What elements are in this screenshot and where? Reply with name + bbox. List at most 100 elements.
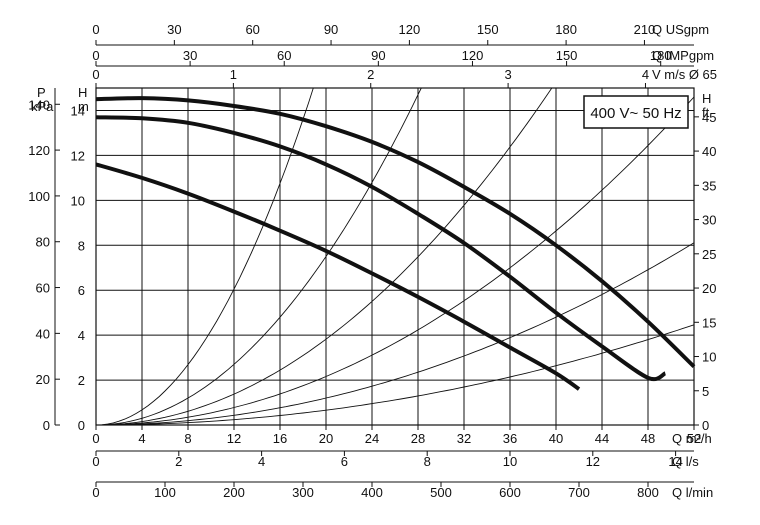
legend-text: 400 V~ 50 Hz <box>590 105 681 122</box>
x-main-tick-label: 36 <box>503 431 517 446</box>
axes: 0 4 8 12 16 20 24 28 32 36 40 44 48 52024681012140204… <box>28 22 716 500</box>
y-pressure-tick-label: 40 <box>36 326 50 341</box>
y-pressure-tick-label: 120 <box>28 143 50 158</box>
y-right-tick-label: 0 <box>702 418 709 433</box>
y-right-tick-label: 10 <box>702 350 716 365</box>
y-pressure-axis-unit: kPa <box>31 99 54 114</box>
x-main-tick-label: 32 <box>457 431 471 446</box>
pump-curves <box>95 96 696 391</box>
system-curves <box>95 87 695 426</box>
plot-frame <box>95 87 695 426</box>
tick-label-usgpm: 210 <box>634 22 656 37</box>
y-main-tick-label: 8 <box>78 238 85 253</box>
top-axis-impgpm-label: Q IMPgpm <box>652 48 714 63</box>
tick-label-ls: 6 <box>341 454 348 469</box>
tick-label-ls: 10 <box>503 454 517 469</box>
tick-label-ls: 2 <box>175 454 182 469</box>
y-right-axis-label: H <box>702 91 711 106</box>
tick-label-ls: 12 <box>586 454 600 469</box>
tick-label-usgpm: 0 <box>92 22 99 37</box>
y-right-tick-label: 25 <box>702 247 716 262</box>
y-right-tick-label: 35 <box>702 178 716 193</box>
x-main-tick-label: 16 <box>273 431 287 446</box>
tick-label-lmin: 100 <box>154 485 176 500</box>
tick-label-impgpm: 60 <box>277 48 291 63</box>
tick-label-ls: 4 <box>258 454 265 469</box>
x-main-tick-label: 4 <box>138 431 145 446</box>
tick-label-lmin: 700 <box>568 485 590 500</box>
tick-label-velocity: 0 <box>92 67 99 82</box>
system-curve <box>96 324 695 426</box>
tick-label-usgpm: 60 <box>245 22 259 37</box>
x-main-tick-label: 48 <box>641 431 655 446</box>
y-main-tick-label: 10 <box>71 193 85 208</box>
y-right-tick-label: 20 <box>702 281 716 296</box>
tick-label-usgpm: 90 <box>324 22 338 37</box>
tick-label-impgpm: 30 <box>183 48 197 63</box>
y-right-axis-unit: ft <box>702 105 710 120</box>
y-pressure-tick-label: 80 <box>36 235 50 250</box>
tick-label-velocity: 1 <box>230 67 237 82</box>
y-right-tick-label: 5 <box>702 384 709 399</box>
x-main-tick-label: 12 <box>227 431 241 446</box>
tick-label-impgpm: 150 <box>556 48 578 63</box>
y-pressure-tick-label: 20 <box>36 372 50 387</box>
tick-label-lmin: 400 <box>361 485 383 500</box>
tick-label-ls: 8 <box>424 454 431 469</box>
tick-label-impgpm: 90 <box>371 48 385 63</box>
tick-label-impgpm: 120 <box>462 48 484 63</box>
y-pressure-tick-label: 0 <box>43 418 50 433</box>
tick-label-lmin: 0 <box>92 485 99 500</box>
tick-label-lmin: 500 <box>430 485 452 500</box>
tick-label-ls: 14 <box>668 454 682 469</box>
system-curve <box>96 96 695 426</box>
y-main-axis-label: H <box>78 85 87 100</box>
tick-label-usgpm: 180 <box>555 22 577 37</box>
tick-label-velocity: 3 <box>504 67 511 82</box>
tick-label-lmin: 300 <box>292 485 314 500</box>
system-curve <box>95 87 553 426</box>
tick-label-lmin: 800 <box>637 485 659 500</box>
x-main-tick-label: 24 <box>365 431 379 446</box>
tick-label-velocity: 4 <box>642 67 649 82</box>
system-curve <box>96 242 695 426</box>
x-main-tick-label: 44 <box>595 431 609 446</box>
y-right-tick-label: 15 <box>702 315 716 330</box>
x-main-tick-label: 8 <box>184 431 191 446</box>
y-main-tick-label: 0 <box>78 418 85 433</box>
tick-label-velocity: 2 <box>367 67 374 82</box>
y-main-tick-label: 4 <box>78 328 85 343</box>
y-right-tick-label: 45 <box>702 110 716 125</box>
tick-label-impgpm: 0 <box>92 48 99 63</box>
tick-label-lmin: 200 <box>223 485 245 500</box>
system-curve <box>95 87 314 426</box>
bottom-axis-lmin-label: Q l/min <box>672 485 713 500</box>
y-pressure-axis-label: P <box>37 85 46 100</box>
y-main-axis-unit: m <box>78 99 89 114</box>
pump-curve <box>95 162 581 391</box>
x-main-tick-label: 28 <box>411 431 425 446</box>
y-right-tick-label: 40 <box>702 144 716 159</box>
x-main-tick-label: 40 <box>549 431 563 446</box>
pump-curve <box>95 96 696 369</box>
y-right-tick-label: 30 <box>702 213 716 228</box>
tick-label-lmin: 600 <box>499 485 521 500</box>
x-main-tick-label: 20 <box>319 431 333 446</box>
y-main-tick-label: 2 <box>78 373 85 388</box>
tick-label-usgpm: 120 <box>399 22 421 37</box>
y-pressure-tick-label: 60 <box>36 281 50 296</box>
tick-label-usgpm: 150 <box>477 22 499 37</box>
top-axis-usgpm-label: Q USgpm <box>652 22 709 37</box>
tick-label-ls: 0 <box>92 454 99 469</box>
y-pressure-tick-label: 100 <box>28 189 50 204</box>
tick-label-usgpm: 30 <box>167 22 181 37</box>
tick-label-impgpm: 180 <box>650 48 672 63</box>
y-main-tick-label: 14 <box>71 103 85 118</box>
x-main-axis-label: Q m³/h <box>672 431 712 446</box>
grid-lines <box>96 88 694 425</box>
pump-curve <box>95 115 667 382</box>
bottom-axis-ls-label: Q l/s <box>672 454 699 469</box>
y-pressure-tick-label: 140 <box>28 97 50 112</box>
y-main-tick-label: 6 <box>78 283 85 298</box>
